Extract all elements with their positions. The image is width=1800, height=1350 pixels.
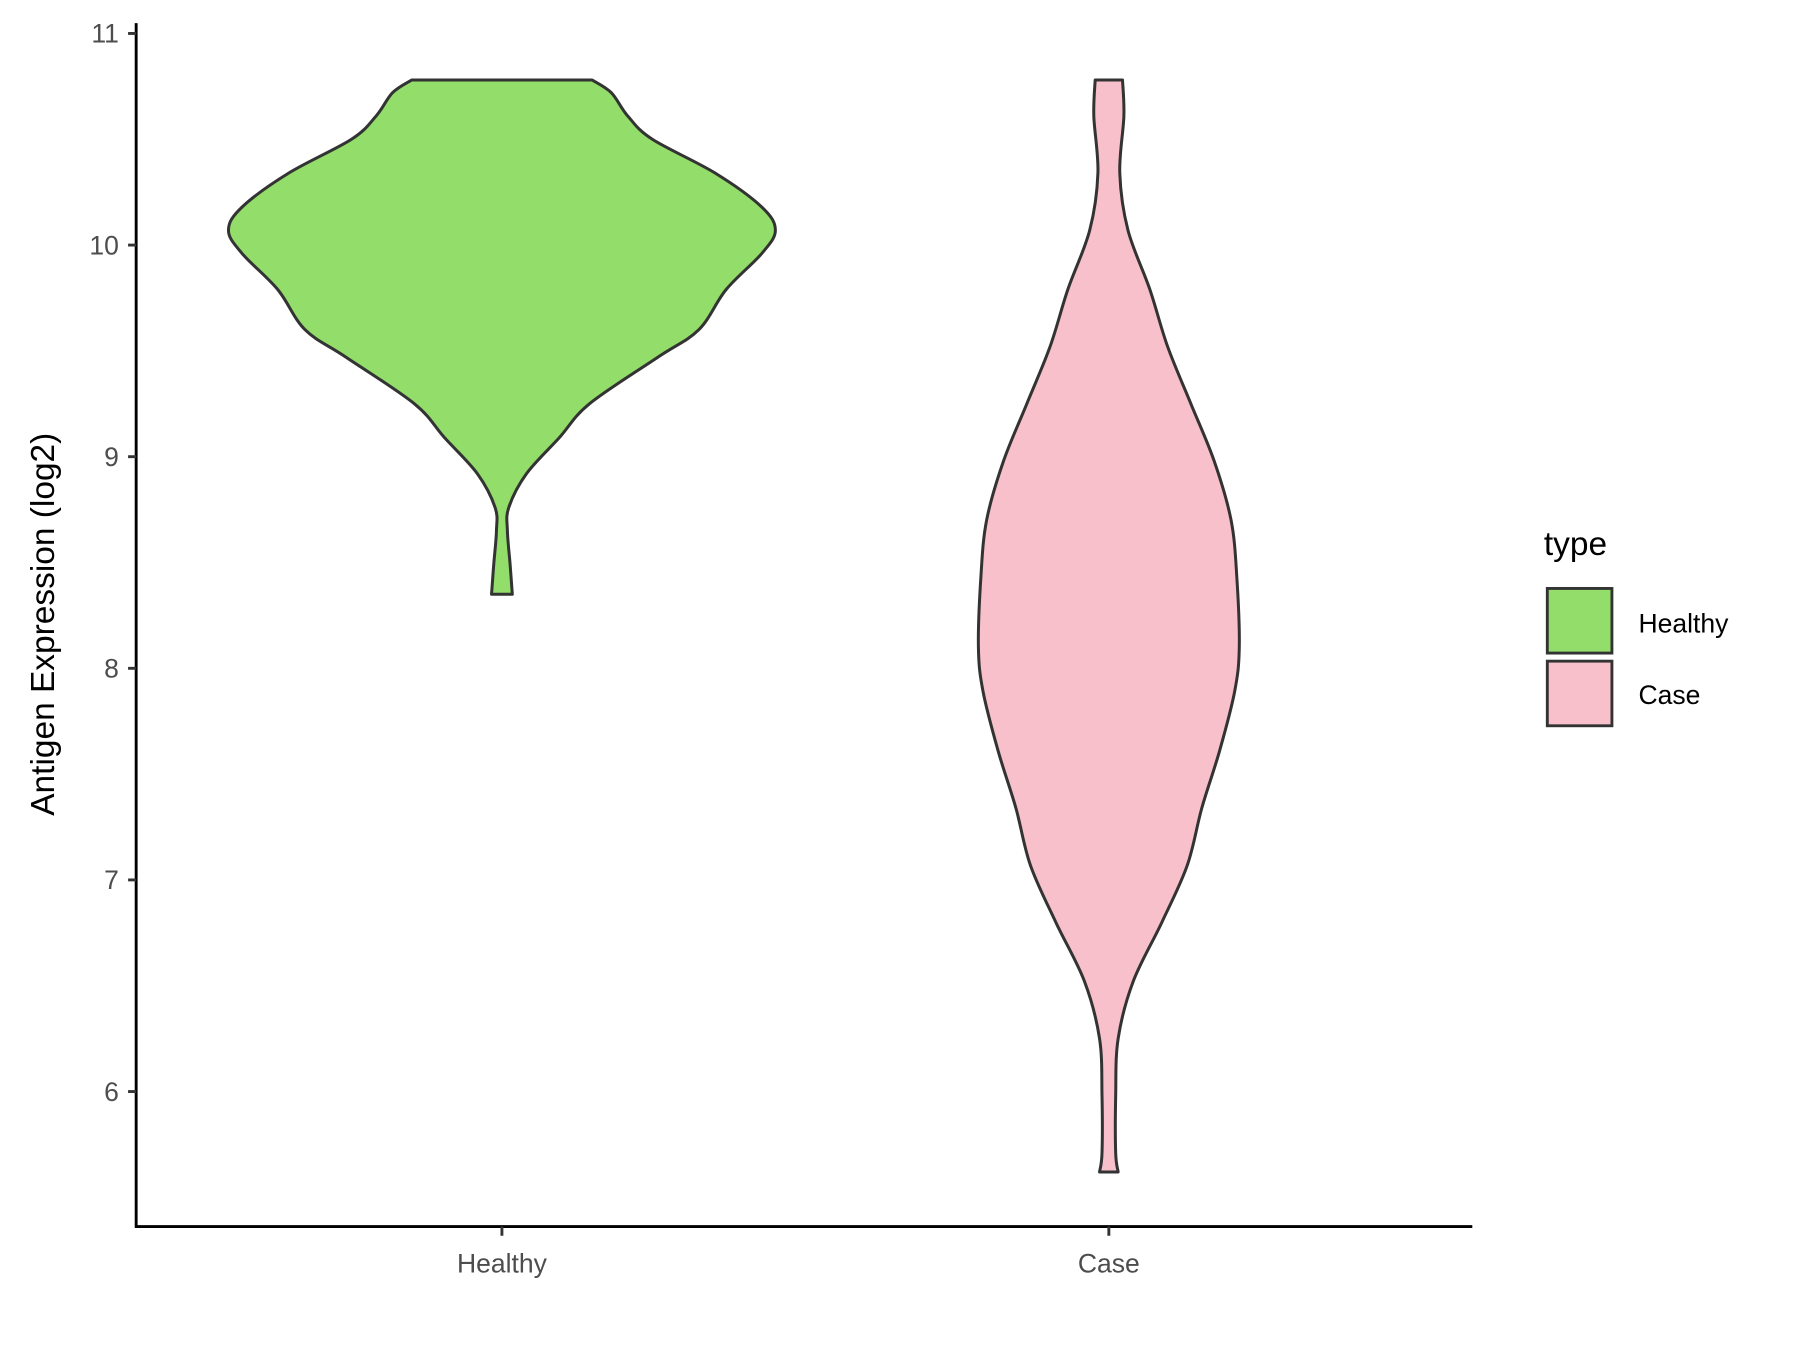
legend-label-case: Case xyxy=(1638,680,1700,710)
legend: type Healthy Case xyxy=(1544,526,1729,728)
y-tick-label: 9 xyxy=(104,442,119,472)
y-axis-title: Antigen Expression (log2) xyxy=(25,433,62,816)
violin-healthy xyxy=(226,78,777,596)
y-tick-label: 7 xyxy=(104,865,119,895)
y-tick-label: 8 xyxy=(104,654,119,684)
y-tick-label: 11 xyxy=(91,19,119,49)
x-tick-label: Healthy xyxy=(457,1249,548,1279)
y-ticks: 6 7 8 9 10 11 xyxy=(89,19,137,1107)
legend-title: type xyxy=(1544,526,1607,563)
y-tick-label: 10 xyxy=(89,230,119,260)
x-tick-label: Case xyxy=(1078,1249,1140,1279)
y-tick-label: 6 xyxy=(104,1077,119,1107)
legend-key-case xyxy=(1545,659,1614,728)
violin-case xyxy=(976,78,1241,1174)
legend-label-healthy: Healthy xyxy=(1638,608,1729,638)
x-ticks: Healthy Case xyxy=(457,1226,1140,1279)
legend-key-healthy xyxy=(1545,587,1614,655)
violins xyxy=(226,78,1241,1174)
